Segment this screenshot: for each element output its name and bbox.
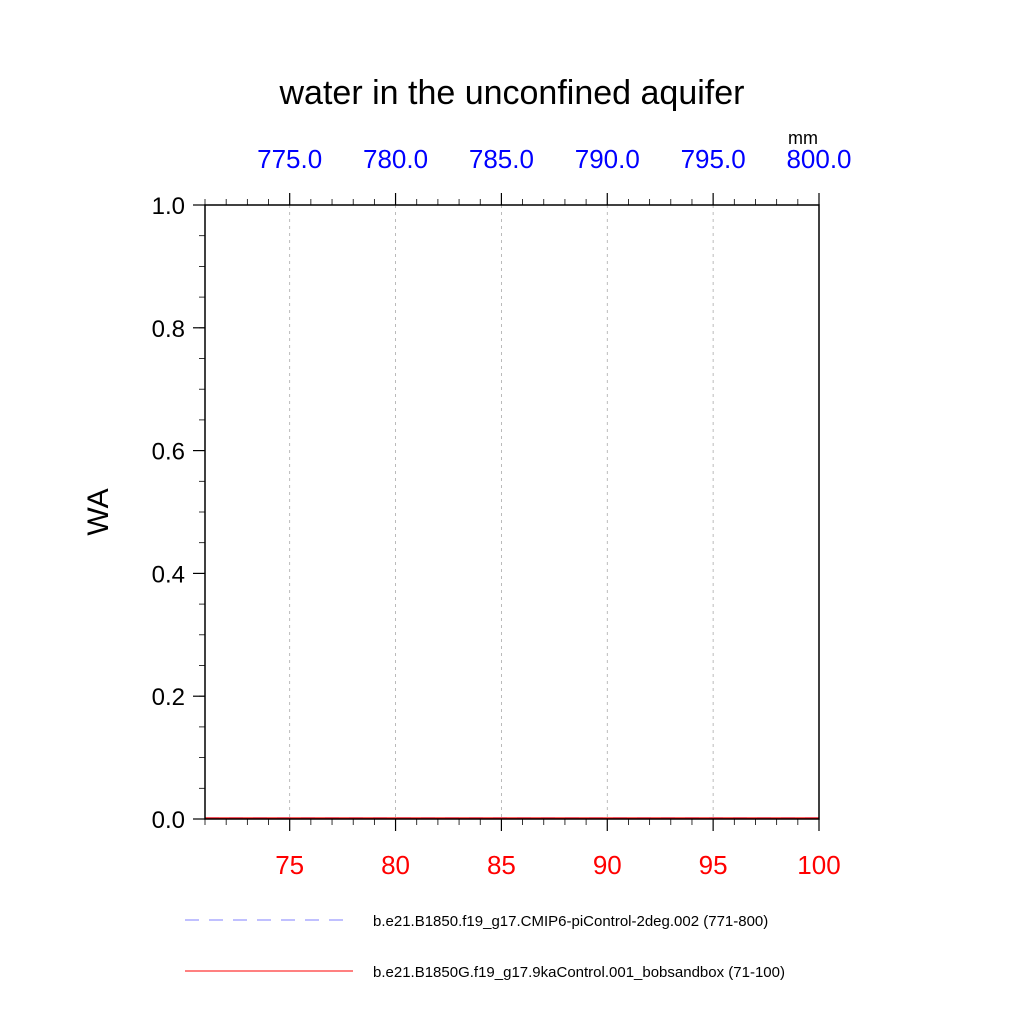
- y-tick-label: 0.2: [152, 684, 185, 711]
- y-tick-label: 0.6: [152, 439, 185, 466]
- y-tick-label: 0.8: [152, 316, 185, 343]
- y-tick-label: 1.0: [152, 193, 185, 220]
- bottom-tick-label: 95: [699, 850, 728, 880]
- grid-layer: [289, 205, 714, 819]
- top-tick-label: 775.0: [257, 144, 322, 174]
- chart-title: water in the unconfined aquifer: [279, 74, 745, 112]
- top-tick-label: 780.0: [363, 144, 428, 174]
- y-axis-label: WA: [82, 488, 115, 535]
- bottom-tick-label: 85: [487, 850, 516, 880]
- plot-frame: [204, 204, 820, 820]
- y-tick-label: 0.4: [152, 561, 185, 588]
- legend: b.e21.B1850.f19_g17.CMIP6-piControl-2deg…: [185, 913, 785, 981]
- top-tick-label: 795.0: [681, 144, 746, 174]
- bottom-tick-label: 100: [797, 850, 840, 880]
- top-axis-units: mm: [788, 128, 818, 148]
- y-tick-label: 0.0: [152, 807, 185, 834]
- top-tick-label: 800.0: [786, 144, 851, 174]
- legend-label-2: b.e21.B1850G.f19_g17.9kaControl.001_bobs…: [373, 964, 785, 981]
- bottom-tick-label: 80: [381, 850, 410, 880]
- bottom-tick-label: 75: [275, 850, 304, 880]
- top-tick-label: 790.0: [575, 144, 640, 174]
- legend-label-1: b.e21.B1850.f19_g17.CMIP6-piControl-2deg…: [373, 913, 768, 930]
- ticks-layer: 0.0 0.2 0.4 0.6 0.8 1.0 75 80 85 90 95 100 775.0 780.…: [152, 144, 852, 880]
- top-tick-label: 785.0: [469, 144, 534, 174]
- bottom-tick-label: 90: [593, 850, 622, 880]
